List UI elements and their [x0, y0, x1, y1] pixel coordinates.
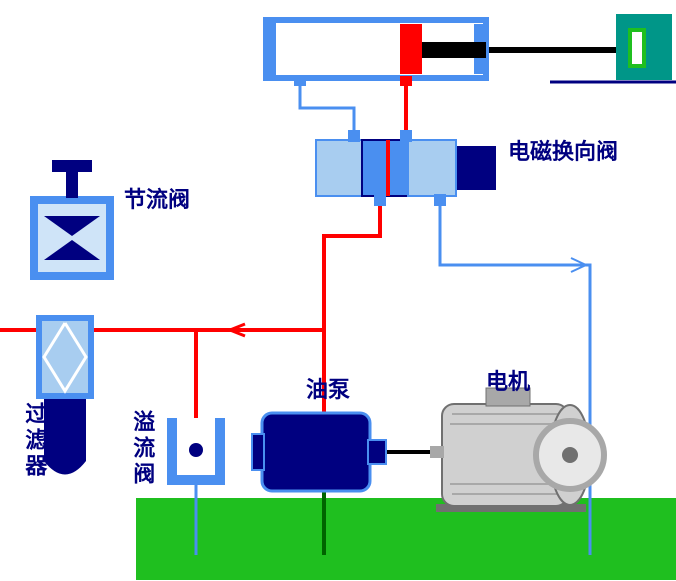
label-directional-valve: 电磁换向阀	[508, 140, 618, 164]
label-filter: 过滤器	[22, 402, 46, 480]
directional-valve	[316, 130, 496, 206]
machine-load	[616, 14, 672, 80]
label-pump: 油泵	[306, 378, 350, 402]
relief-valve	[172, 418, 220, 480]
cylinder	[266, 20, 486, 86]
label-throttle-valve: 节流阀	[124, 188, 190, 212]
tank	[136, 498, 676, 580]
label-motor: 电机	[486, 370, 530, 394]
throttle-valve	[30, 160, 114, 280]
diagram-canvas	[0, 0, 676, 581]
label-relief-valve: 溢流阀	[130, 410, 154, 488]
pump	[252, 413, 386, 491]
motor	[430, 388, 604, 512]
